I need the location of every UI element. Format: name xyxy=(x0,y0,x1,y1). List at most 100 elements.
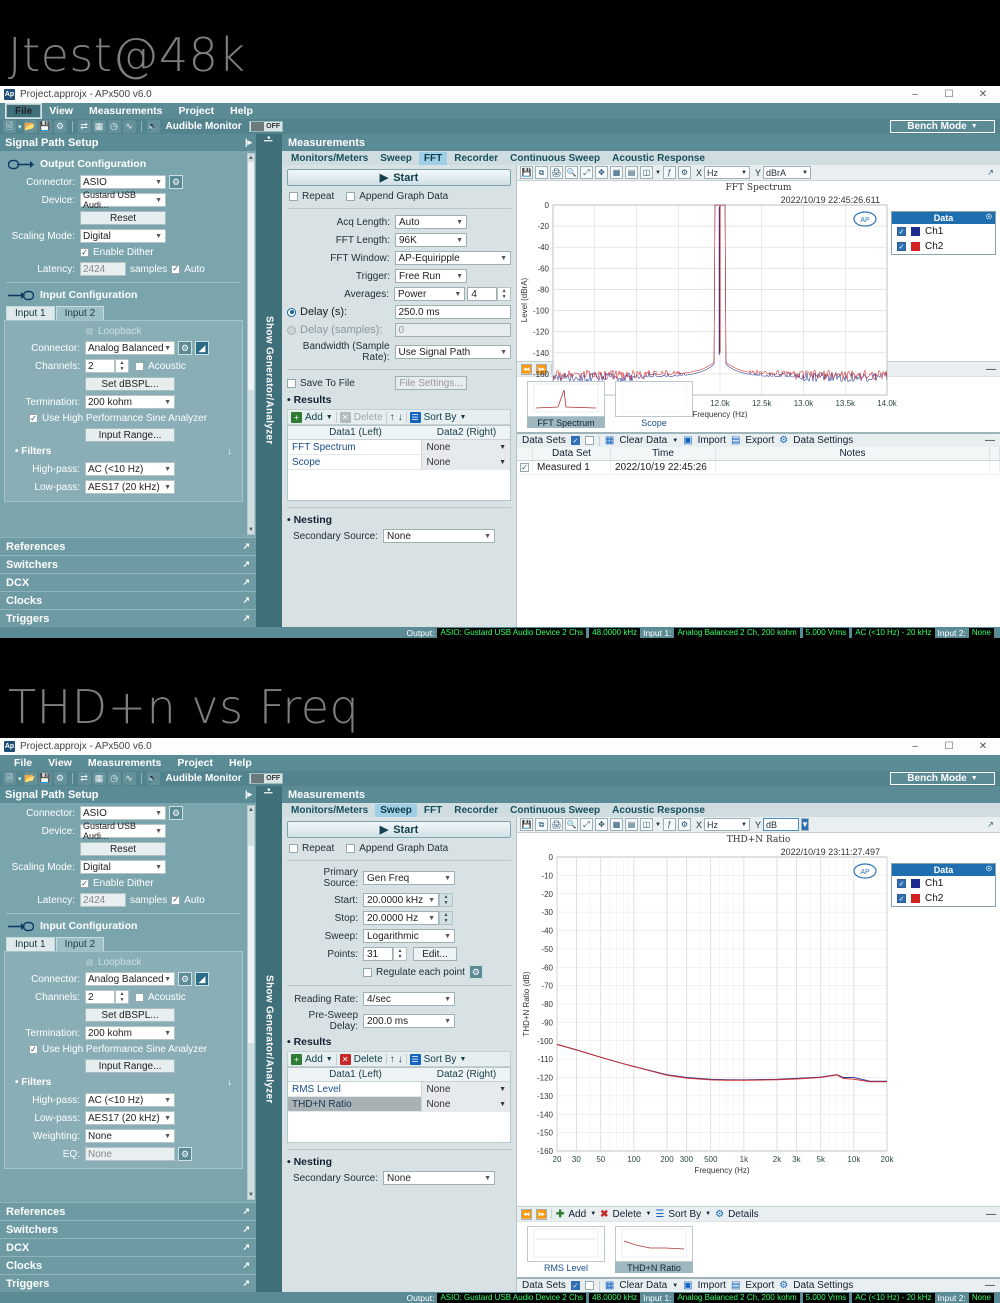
legend-row[interactable]: ✓ Ch2 xyxy=(892,239,995,254)
lowpass-select[interactable]: AES17 (20 kHz) ▼ xyxy=(85,1111,175,1125)
external-link-icon[interactable]: ↗ xyxy=(242,1242,250,1252)
grid-toggle-icon[interactable]: ▦ xyxy=(610,166,623,179)
fft-plot[interactable]: FFT Spectrum 2022/10/19 22:45:26.611 0 -2… xyxy=(517,181,1000,419)
open-icon[interactable]: 📂 xyxy=(23,120,37,133)
function-icon[interactable]: ƒ xyxy=(662,818,676,831)
external-link-icon[interactable]: ↗ xyxy=(242,1278,250,1288)
external-link-icon[interactable]: ↗ xyxy=(242,613,250,623)
table-view-icon[interactable]: ▤ xyxy=(625,818,638,831)
signal-path-icon[interactable]: ⇄ xyxy=(77,120,91,133)
import-icon[interactable]: ▣ xyxy=(683,435,693,446)
sortby-dropdown-icon[interactable]: ▼ xyxy=(705,1211,712,1217)
speaker-icon[interactable]: 🔈 xyxy=(146,120,160,133)
export-icon[interactable]: ▤ xyxy=(730,435,741,446)
append-graph-data-checkbox[interactable]: Append Graph Data xyxy=(346,843,448,854)
new-file-dropdown-icon[interactable]: ▾ xyxy=(18,123,22,131)
scroll-down-arrow[interactable]: ▼ xyxy=(248,527,254,533)
copy-graph-icon[interactable]: ⧉ xyxy=(535,166,548,179)
append-graph-data-checkbox[interactable]: Append Graph Data xyxy=(346,191,448,202)
maximize-button[interactable]: ☐ xyxy=(944,89,954,100)
export-label[interactable]: Export xyxy=(745,435,775,446)
print-graph-icon[interactable]: 🖨 xyxy=(550,818,563,831)
close-button[interactable]: ✕ xyxy=(978,741,988,752)
import-label[interactable]: Import xyxy=(697,435,726,446)
sortby-label[interactable]: Sort By xyxy=(668,1208,702,1220)
collapse-icon[interactable]: ― xyxy=(985,1280,995,1291)
tab-acoustic-response[interactable]: Acoustic Response xyxy=(612,152,705,164)
result-data2-select[interactable]: None ▼ xyxy=(421,1096,510,1112)
result-data2-select[interactable]: None ▼ xyxy=(421,454,510,470)
tab-acoustic-response[interactable]: Acoustic Response xyxy=(612,804,705,816)
scroll-up-arrow[interactable]: ▲ xyxy=(248,807,254,813)
latency-input[interactable]: 2424 xyxy=(80,893,126,907)
input-connector-meter-icon[interactable]: ◢ xyxy=(195,341,209,355)
sidebar-item-references[interactable]: References ↗ xyxy=(0,537,256,555)
tab-continuous-sweep[interactable]: Continuous Sweep xyxy=(510,804,601,816)
sweep-stop-stepper[interactable]: ▲ ▼ xyxy=(439,911,453,925)
add-label[interactable]: Add xyxy=(305,1053,323,1065)
lowpass-select[interactable]: AES17 (20 kHz) ▼ xyxy=(85,480,175,494)
fit-icon[interactable]: ⤢ xyxy=(580,166,593,179)
acq-length-select[interactable]: Auto ▼ xyxy=(395,215,467,229)
thdn-plot[interactable]: THD+N Ratio 2022/10/19 23:11:27.497 20 30… xyxy=(517,833,1000,1206)
tab-fft[interactable]: FFT xyxy=(418,151,448,165)
add-icon[interactable]: + xyxy=(291,411,302,423)
sortby-dropdown-icon[interactable]: ▼ xyxy=(459,413,467,421)
collapse-icon[interactable]: ― xyxy=(986,363,996,375)
table-view-icon[interactable]: ▤ xyxy=(625,166,638,179)
output-device-select[interactable]: Gustard USB Audi... ▼ xyxy=(80,190,166,210)
row-checkbox[interactable]: ✓ xyxy=(520,462,529,472)
scroll-up-arrow[interactable]: ▲ xyxy=(248,155,254,161)
first-result-icon[interactable]: ⏪ xyxy=(521,363,532,375)
maximize-button[interactable]: ☐ xyxy=(944,741,954,752)
reset-button[interactable]: Reset xyxy=(80,842,166,856)
menu-measurements[interactable]: Measurements xyxy=(87,757,162,769)
channels-stepper[interactable]: ▲ ▼ xyxy=(115,990,129,1004)
add-dropdown-icon[interactable]: ▼ xyxy=(325,1055,333,1063)
latency-input[interactable]: 2424 xyxy=(80,262,126,276)
averages-count-input[interactable]: 4 xyxy=(467,287,498,301)
delete-dropdown-icon[interactable]: ▼ xyxy=(645,1211,652,1217)
pin-icon[interactable]: •| xyxy=(264,136,274,143)
checkbox-icon[interactable]: ✓ xyxy=(897,242,906,251)
collapse-icon[interactable]: ― xyxy=(986,1208,996,1220)
close-button[interactable]: ✕ xyxy=(978,89,988,100)
pin-icon[interactable]: ☉ xyxy=(985,214,992,221)
termination-select[interactable]: 200 kohm ▼ xyxy=(85,395,175,409)
menu-view[interactable]: View xyxy=(48,757,72,769)
save-graph-icon[interactable]: 💾 xyxy=(520,166,533,179)
sort-icon[interactable]: ☰ xyxy=(409,411,421,423)
menu-help[interactable]: Help xyxy=(228,757,252,769)
start-button[interactable]: ▶ Start xyxy=(287,821,511,838)
termination-select[interactable]: 200 kohm ▼ xyxy=(85,1026,175,1040)
regulate-checkbox[interactable]: Regulate each point xyxy=(363,967,465,978)
save-icon[interactable]: 💾 xyxy=(38,120,52,133)
sortby-label[interactable]: Sort By xyxy=(423,1053,457,1065)
tab-monitors-meters[interactable]: Monitors/Meters xyxy=(291,152,369,164)
speaker-icon[interactable]: 🔈 xyxy=(146,772,160,785)
zoom-icon[interactable]: 🔍 xyxy=(565,818,578,831)
bandwidth-select[interactable]: Use Signal Path ▼ xyxy=(394,345,511,359)
tab-recorder[interactable]: Recorder xyxy=(454,804,499,816)
x-unit-select[interactable]: Hz ▼ xyxy=(703,818,750,831)
export-icon[interactable]: ▤ xyxy=(730,1280,741,1291)
export-label[interactable]: Export xyxy=(745,1280,775,1291)
table-row[interactable]: FFT Spectrum None ▼ xyxy=(288,439,510,455)
y-unit-select[interactable]: dB xyxy=(762,818,799,831)
hp-sine-checkbox[interactable]: ✓ Use High Performance Sine Analyzer xyxy=(29,413,207,424)
checkbox-icon[interactable]: ✓ xyxy=(897,879,906,888)
thumbnail-rms-level[interactable]: RMS Level xyxy=(527,1226,605,1277)
copy-graph-icon[interactable]: ⧉ xyxy=(535,818,548,831)
table-row[interactable]: THD+N Ratio None ▼ xyxy=(288,1096,510,1112)
bench-mode-dropdown[interactable]: Bench Mode ▼ xyxy=(890,120,995,133)
sweep-icon[interactable]: ∿ xyxy=(122,120,136,133)
clear-data-label[interactable]: Clear Data xyxy=(619,435,668,446)
acoustic-checkbox[interactable]: Acoustic xyxy=(135,992,186,1003)
input-connector-meter-icon[interactable]: ◢ xyxy=(195,972,209,986)
external-link-icon[interactable]: ↗ xyxy=(242,559,250,569)
set-dbspl-button[interactable]: Set dBSPL... xyxy=(85,1008,175,1022)
sidebar-item-dcx[interactable]: DCX ↗ xyxy=(0,1238,256,1256)
channels-stepper[interactable]: ▲ ▼ xyxy=(115,359,129,373)
clear-data-label[interactable]: Clear Data xyxy=(619,1280,668,1291)
delete-label[interactable]: Delete xyxy=(353,1053,383,1065)
